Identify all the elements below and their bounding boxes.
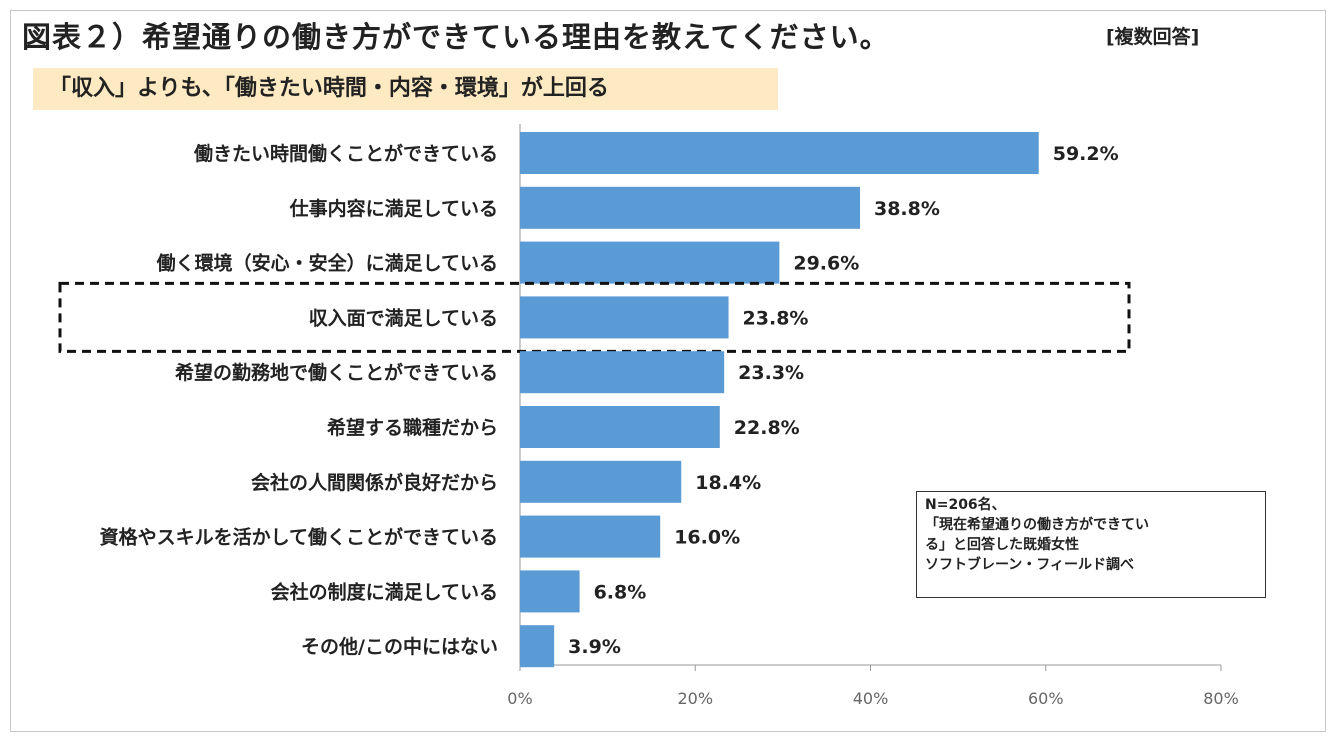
bar [520,132,1039,174]
value-label: 29.6% [793,253,859,275]
category-label: 働きたい時間働くことができている [193,142,498,165]
subtitle-banner: 「収入」よりも、「働きたい時間・内容・環境」が上回る [33,68,778,110]
category-label: 資格やスキルを活かして働くことができている [100,526,498,549]
bar [520,460,682,503]
value-label: 23.3% [738,362,804,384]
bar [520,296,729,339]
category-label: 収入面で満足している [309,307,498,329]
x-tick-label: 80% [1203,689,1239,708]
bar [520,515,661,558]
value-label: 59.2% [1053,143,1119,165]
bar [520,570,580,613]
value-label: 18.4% [695,472,761,494]
note-line-4: ソフトブレーン・フィールド調べ [925,557,1135,573]
category-label: その他/この中にはない [301,635,498,658]
category-label: 会社の制度に満足している [271,580,498,603]
value-label: 6.8% [594,581,647,603]
note-line-1: N=206名、 [925,497,1006,513]
value-label: 38.8% [874,198,940,220]
multiple-answer-tag: [複数回答] [1106,26,1200,48]
note-line-2: 「現在希望通りの働き方ができてい [925,517,1149,533]
category-label: 希望の勤務地で働くことができている [175,361,498,384]
category-label: 仕事内容に満足している [289,197,498,220]
value-label: 23.8% [743,307,809,329]
bar [520,351,725,394]
x-tick-label: 20% [677,689,713,708]
value-label: 22.8% [734,417,800,439]
category-label: 会社の人間関係が良好だから [251,471,498,494]
value-label: 16.0% [674,527,740,549]
source-note-box: N=206名、 「現在希望通りの働き方ができてい る」と回答した既婚女性 ソフト… [916,491,1266,598]
bar [520,406,720,448]
bar [520,625,555,668]
bar [520,186,860,229]
x-tick-label: 40% [853,689,889,708]
x-tick-label: 60% [1028,689,1064,708]
figure-title: 図表２）希望通りの働き方ができている理由を教えてください。 [22,20,890,54]
bar [520,241,780,284]
figure-frame [10,10,1326,732]
x-tick-label: 0% [507,689,532,708]
category-label: 希望する職種だから [327,416,498,439]
value-label: 3.9% [568,636,621,658]
note-line-3: る」と回答した既婚女性 [925,537,1079,553]
category-label: 働く環境（安心・安全）に満足している [156,252,498,275]
